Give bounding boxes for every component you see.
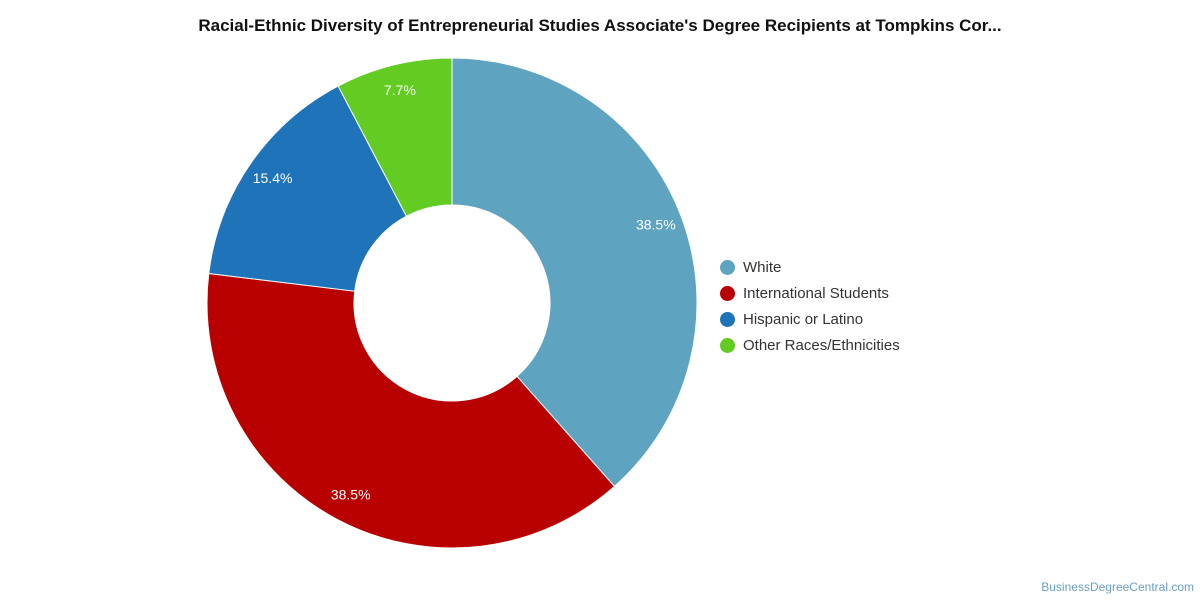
slice-label: 7.7% [384, 82, 416, 98]
legend-swatch-icon [720, 285, 735, 301]
legend-label: Other Races/Ethnicities [743, 336, 900, 354]
slice-label: 38.5% [636, 216, 676, 232]
slice-label: 38.5% [331, 487, 371, 503]
legend-item[interactable]: International Students [720, 280, 900, 306]
legend-swatch-icon [720, 259, 735, 275]
chart-title: Racial-Ethnic Diversity of Entrepreneuri… [198, 16, 1002, 35]
legend-item[interactable]: Hispanic or Latino [720, 306, 900, 332]
legend-swatch-icon [720, 311, 735, 327]
legend-label: White [743, 258, 782, 276]
legend-item[interactable]: Other Races/Ethnicities [720, 332, 900, 358]
donut-slice-international-students[interactable] [206, 272, 616, 549]
watermark: BusinessDegreeCentral.com [1041, 580, 1194, 594]
legend-swatch-icon [720, 337, 735, 353]
donut-slice-other-races-ethnicities[interactable] [337, 57, 453, 217]
legend-label: International Students [743, 284, 889, 302]
chart-legend: White International Students Hispanic or L… [720, 254, 900, 358]
donut-slices [206, 57, 698, 549]
donut-slice-white[interactable] [451, 57, 698, 488]
donut-slice-labels: 38.5% 38.5% 15.4% 7.7% [253, 82, 676, 503]
legend-item[interactable]: White [720, 254, 900, 280]
legend-label: Hispanic or Latino [743, 310, 864, 328]
donut-slice-hispanic-or-latino[interactable] [208, 85, 408, 292]
slice-label: 15.4% [253, 170, 293, 186]
